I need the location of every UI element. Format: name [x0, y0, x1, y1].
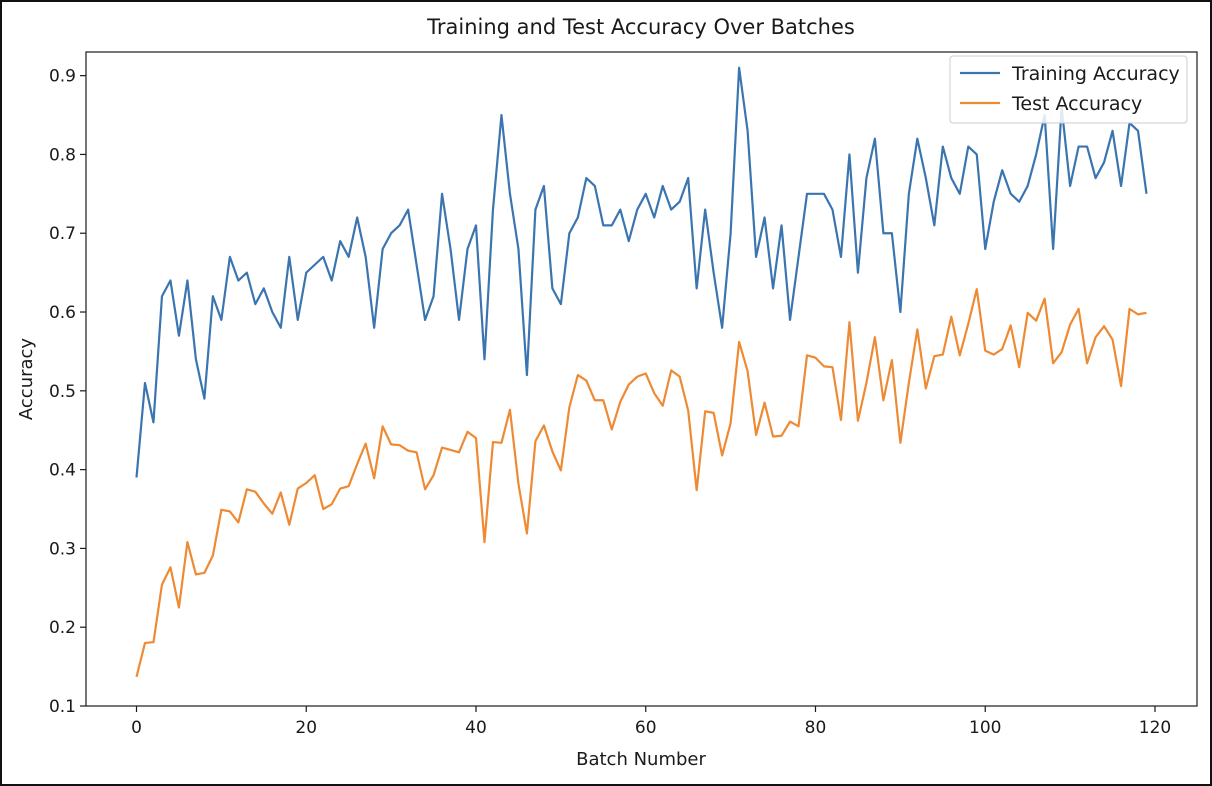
x-tick-label: 0: [131, 718, 142, 738]
chart-title: Training and Test Accuracy Over Batches: [426, 15, 855, 39]
y-tick-label: 0.2: [49, 618, 76, 638]
legend-label-training: Training Accuracy: [1011, 63, 1180, 85]
y-tick-label: 0.4: [49, 461, 76, 481]
legend-label-test: Test Accuracy: [1011, 93, 1142, 115]
legend-box: [949, 55, 1188, 124]
x-axis-label: Batch Number: [576, 749, 706, 770]
test-accuracy-line: [135, 288, 1147, 678]
y-axis-label: Accuracy: [16, 338, 37, 421]
legend: Training Accuracy Test Accuracy: [949, 55, 1188, 124]
x-tick-label: 80: [805, 718, 827, 738]
y-tick-label: 0.8: [49, 145, 76, 165]
training-accuracy-line: [135, 66, 1148, 478]
y-tick-label: 0.9: [49, 67, 76, 87]
plot-area: [85, 51, 1198, 707]
x-tick-label: 120: [1139, 718, 1171, 738]
y-tick-label: 0.1: [49, 697, 76, 717]
y-tick-label: 0.7: [49, 224, 76, 244]
x-tick-label: 20: [295, 718, 317, 738]
y-axis: 0.1 0.2 0.3 0.4 0.5 0.6 0.7 0.8 0.9: [49, 67, 86, 717]
x-tick-label: 100: [969, 718, 1001, 738]
y-tick-label: 0.5: [49, 382, 76, 402]
y-tick-label: 0.3: [49, 539, 76, 559]
x-tick-label: 40: [465, 718, 487, 738]
y-tick-label: 0.6: [49, 303, 76, 323]
series-lines: [135, 66, 1148, 678]
x-axis: 0 20 40 60 80 100 120: [131, 706, 1171, 738]
x-tick-label: 60: [635, 718, 657, 738]
